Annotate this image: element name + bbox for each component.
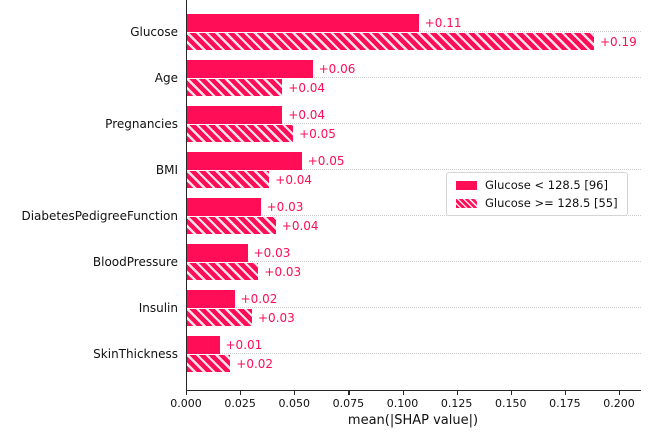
legend-swatch-solid [456,180,477,190]
bar-value-label: +0.19 [600,34,637,49]
x-tick-label: 0.025 [224,397,256,410]
bar-value-label: +0.11 [424,16,462,30]
category-label-pregnancies: Pregnancies [105,117,178,131]
x-tick-label: 0.000 [170,397,202,410]
bar-value-label: +0.04 [281,218,319,233]
bar-value-label: +0.02 [236,356,274,371]
bar-value-label: +0.03 [266,200,304,214]
category-label-insulin: Insulin [138,301,178,315]
bar-hatched-pregnancies [187,125,294,142]
x-tick [240,391,242,395]
gridline [187,307,641,308]
x-tick [510,391,512,395]
bar-value-label: +0.01 [225,338,263,352]
bar-hatched-skinthickness [187,355,231,372]
category-label-bmi: BMI [155,163,178,177]
x-tick [294,391,296,395]
bar-solid-age [187,60,313,78]
bar-hatched-insulin [187,309,252,326]
bar-solid-diabetespedigreefunction [187,198,261,216]
x-tick-label: 0.100 [386,397,419,410]
x-tick-label: 0.075 [332,397,365,410]
category-label-glucose: Glucose [130,25,178,39]
category-label-diabetespedigreefunction: DiabetesPedigreeFunction [21,209,178,223]
bar-solid-skinthickness [187,336,220,354]
bar-hatched-diabetespedigreefunction [187,217,276,234]
legend-label: Glucose < 128.5 [96] [485,178,608,192]
x-tick-label: 0.200 [603,397,635,410]
legend-label: Glucose >= 128.5 [55] [485,196,618,210]
bar-solid-pregnancies [187,106,283,124]
x-tick-label: 0.175 [549,397,581,410]
bar-value-label: +0.05 [299,126,336,141]
bar-value-label: +0.03 [253,246,291,260]
bar-value-label: +0.05 [307,154,345,168]
x-tick [619,391,621,395]
bar-solid-bloodpressure [187,244,248,262]
bar-solid-insulin [187,290,235,308]
category-label-bloodpressure: BloodPressure [92,255,178,269]
bar-hatched-glucose [187,33,594,50]
gridline [187,169,641,170]
x-tick-label: 0.050 [278,397,311,410]
x-tick [186,391,188,395]
x-tick [402,391,404,395]
x-axis-label: mean(|SHAP value|) [347,413,479,428]
category-label-skinthickness: SkinThickness [93,347,178,361]
x-tick-label: 0.150 [495,397,527,410]
bar-hatched-bmi [187,171,270,188]
bar-value-label: +0.04 [288,108,326,122]
legend-item-cohort-low: Glucose < 128.5 [96] [456,178,618,192]
plot-area: +0.11 +0.19 +0.06 +0.04 +0.04 +0.05 +0.05 +0.04… [186,0,641,391]
bar-value-label: +0.03 [258,310,295,325]
bar-value-label: +0.02 [240,292,278,306]
gridline [187,215,641,216]
bar-value-label: +0.04 [275,172,313,187]
bar-solid-bmi [187,152,302,170]
bar-value-label: +0.04 [288,80,326,95]
x-tick [348,391,350,395]
gridline [187,353,641,354]
bar-value-label: +0.06 [318,62,356,76]
legend-item-cohort-high: Glucose >= 128.5 [55] [456,196,618,210]
category-label-age: Age [154,71,178,85]
gridline [187,261,641,262]
x-tick-label: 0.125 [440,397,473,410]
gridline [187,123,641,124]
x-tick [456,391,458,395]
legend-swatch-hatched [456,198,477,208]
bar-solid-glucose [187,14,419,32]
x-tick [564,391,567,395]
bar-hatched-age [187,79,283,96]
bar-value-label: +0.03 [264,264,302,279]
gridline [187,77,641,78]
legend: Glucose < 128.5 [96] Glucose >= 128.5 [5… [446,172,628,216]
bar-hatched-bloodpressure [187,263,259,280]
